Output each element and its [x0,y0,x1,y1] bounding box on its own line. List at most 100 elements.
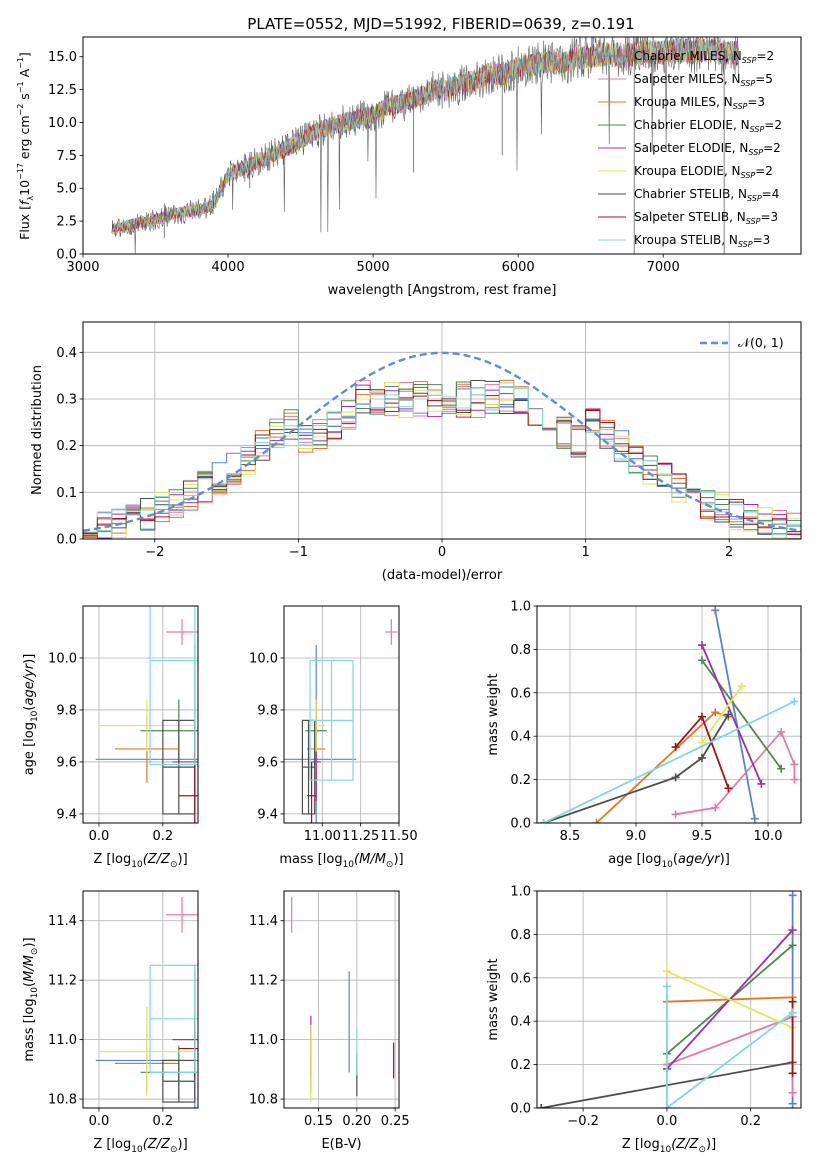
axes-foreground: 8.5 9.0 9.5 10.0 0.0 0.2 0.4 0.6 0.8 1.0 age [log1… [486,600,802,870]
x-tick-label: 0.15 [304,1114,333,1129]
y-label-part: mass [log [22,998,37,1061]
x-label-part: age [log [608,852,661,867]
y-label-part: ] [17,52,32,57]
legend-label-salpeter-miles: Salpeter MILES, NSSP=5 [634,72,773,88]
x-label-sub: 10 [660,1145,672,1155]
plot-area [83,351,801,539]
legend-text: =3 [753,233,771,247]
x-tick-label: 0.25 [381,1114,410,1129]
y-label-part: s [17,93,32,104]
weight-marker-chabrier-stelib [537,1104,546,1108]
x-label-part: )] [178,852,188,867]
mass-vs-extinction-panel: 0.15 0.20 0.25 10.8 11.0 11.2 11.4 E(B-V) [249,890,410,1152]
weight-marker-salpeter-stelib [724,784,733,793]
weight-marker-chabrier-stelib [671,773,680,782]
weight-line-kroupa-elodie [666,970,793,1029]
mass-weight-vs-metallicity-panel: −0.2 0.0 0.2 0.0 0.2 0.4 0.6 0.8 1.0 Z [log10(Z/Z… [486,885,802,1155]
weight-marker-salpeter-miles [711,803,720,812]
y-axis-label: mass weight [486,958,501,1040]
y-tick-label: 10.8 [249,1093,278,1108]
x-tick-label: 5000 [357,260,390,275]
y-tick-label: 10.0 [249,651,278,666]
y-label-part: mass weight [486,673,501,755]
y-tick-label: 11.4 [48,914,77,929]
plot-area [95,896,198,1108]
plot-area [111,37,739,254]
weight-marker-salpeter-elodie [698,641,706,650]
x-label-sun: ⊙ [170,860,178,870]
weight-marker-salpeter-elodie [757,779,766,788]
y-tick-label: 11.2 [249,974,278,989]
weight-line-chabrier-stelib [543,714,730,823]
x-label-sun: ⊙ [170,1145,178,1155]
legend-sub: SSP [747,194,762,203]
x-tick-label: 2 [725,545,733,560]
y-label-part: erg cm [17,115,32,163]
y-axis-label: Flux [fλ10−17 erg cm−2 s−1 A−1] [16,52,35,240]
x-tick-label: 6000 [502,260,535,275]
y-tick-label: 5.0 [56,182,77,197]
y-tick-label: 10.8 [48,1093,77,1108]
y-tick-label: 11.2 [48,974,77,989]
mass-vs-metallicity-panel: 0.0 0.210.811.011.211.4Z [log10(Z/Z⊙)]mas… [22,890,199,1155]
weight-marker-salpeter-miles [790,775,799,784]
legend-sub: SSP [733,102,748,111]
y-tick-label: 0.1 [56,486,77,501]
axes-foreground: 3000 4000 5000 6000 7000 0.0 2.5 5.0 7.5 10.0 12.5… [16,36,802,298]
x-label-part: ( [673,852,678,867]
y-tick-label: 11.4 [249,914,278,929]
x-axis-label: (data-model)/error [382,568,503,583]
x-tick-label: 11.00 [304,829,341,844]
legend-text: Chabrier STELIB, N [634,187,747,201]
y-tick-label: 11.0 [48,1033,77,1048]
x-label-part: 10 [661,860,673,870]
x-tick-label: 0.0 [89,1114,110,1129]
y-axis-label: Normed distribution [30,365,45,495]
y-label-part: M/M [22,955,37,982]
legend-text: =2 [756,49,774,63]
weight-marker-kroupa-stelib [662,982,671,991]
y-label-part: Normed distribution [30,365,45,495]
legend-text: Chabrier ELODIE, N [634,118,750,132]
x-axis-label: Z [log10(Z/Z⊙)] [93,852,187,870]
weight-marker-salpeter-stelib [671,743,680,752]
x-tick-label: 1 [581,545,589,560]
y-tick-label: 0.4 [56,346,77,361]
y-label-part: 10 [30,710,40,722]
y-tick-label: 0.0 [56,248,77,263]
x-axis-label: Z [log10(Z/Z⊙)] [93,1137,187,1155]
y-tick-label: 0.8 [510,643,531,658]
axes-frame [536,605,802,824]
axes-frame [82,36,802,255]
x-axis-label: Z [log10(Z/Z⊙)] [622,1137,716,1155]
weight-marker-chabrier-stelib [724,710,733,719]
histogram-salpeter-stelib [83,388,801,535]
legend-sub: SSP [741,171,756,180]
x-tick-label: 7000 [647,260,680,275]
y-tick-label: 7.5 [56,149,77,164]
x-tick-label: 0.0 [657,1114,678,1129]
x-tick-label: 0.20 [342,1114,371,1129]
legend-label-chabrier-elodie: Chabrier ELODIE, NSSP=2 [634,118,782,134]
histogram-kroupa-stelib [83,382,801,535]
x-label-part: )] [706,1137,716,1152]
y-tick-label: 0.2 [510,1058,531,1073]
y-label-part: 10 [17,180,32,196]
y-label-part: )] [22,654,37,664]
weight-line-kroupa-miles [595,711,729,823]
weight-marker-kroupa-miles [711,708,720,717]
weight-marker-salpeter-elodie [788,926,797,935]
y-label-part: 10 [30,987,40,999]
weight-marker-salpeter-miles [790,760,799,769]
y-tick-label: 9.6 [257,755,278,770]
y-label-part: f [17,199,32,205]
y-label-part: λ [26,196,35,201]
x-label-part: )] [720,852,730,867]
y-tick-label: 0.0 [510,817,531,832]
axes-frame [283,890,400,1109]
y-label-part: Flux [ [17,205,32,240]
y-axis-label: age [log10(age/yr)] [22,654,40,776]
y-tick-label: 9.4 [56,807,77,822]
x-label-part: Z [log [622,1137,660,1152]
x-tick-label: −0.2 [567,1114,599,1129]
